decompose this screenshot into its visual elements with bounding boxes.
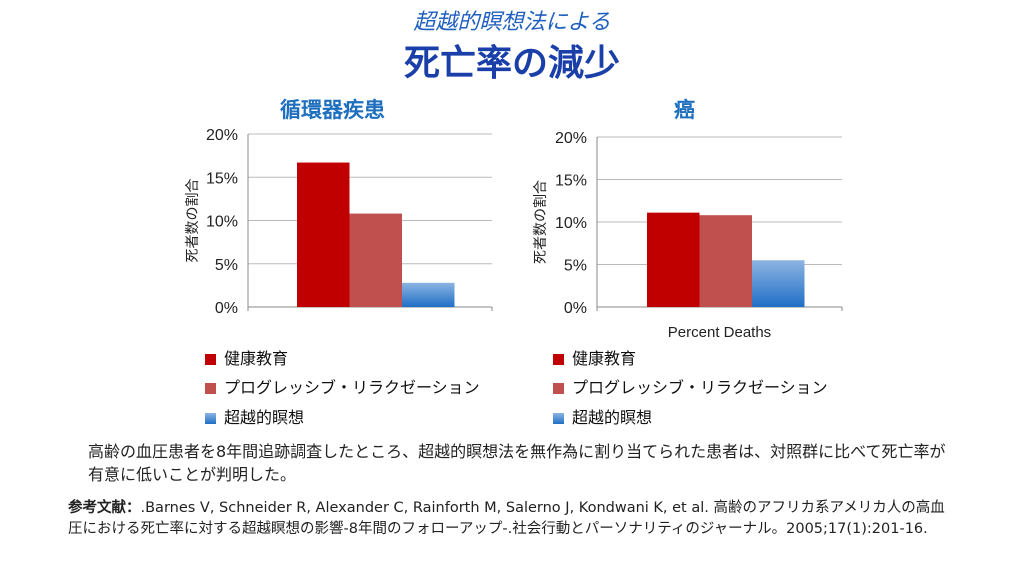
legend-label: 超越的瞑想 (224, 408, 305, 427)
slide-subtitle: 超越的瞑想法による (413, 10, 611, 35)
legend-swatch (553, 383, 564, 394)
y-tick-label: 20% (555, 130, 587, 147)
bar-2 (349, 213, 402, 307)
legend-label: 健康教育 (572, 349, 637, 368)
legend-label: 健康教育 (224, 349, 289, 368)
y-tick-label: 20% (206, 127, 238, 144)
bar-3 (752, 260, 805, 307)
legend-swatch (205, 413, 216, 424)
bar-1 (647, 212, 700, 307)
legend-swatch (553, 413, 564, 424)
x-axis-label: Percent Deaths (668, 324, 771, 341)
legend-swatch (553, 354, 564, 365)
chart-title-cardio: 循環器疾患 (280, 98, 385, 122)
y-tick-label: 5% (564, 258, 587, 275)
chart-title-cancer: 癌 (674, 98, 695, 122)
legend-item-relax-2: プログレッシブ・リラクゼーション (553, 374, 828, 398)
legend-swatch (205, 383, 216, 394)
reference-text: .Barnes V, Schneider R, Alexander C, Rai… (68, 500, 945, 537)
legend-item-health-ed-2: 健康教育 (553, 345, 636, 369)
legend-swatch (205, 354, 216, 365)
summary-text: 高齢の血圧患者を8年間追跡調査したところ、超越的瞑想法を無作為に割り当てられた患… (88, 442, 946, 484)
y-tick-label: 0% (564, 300, 587, 317)
legend-label: プログレッシブ・リラクゼーション (224, 378, 480, 397)
legend-item-health-ed: 健康教育 (205, 345, 288, 369)
y-tick-label: 10% (555, 215, 587, 232)
y-tick-label: 15% (206, 170, 238, 187)
bar-3 (402, 282, 455, 307)
bar-2 (699, 215, 752, 307)
y-tick-label: 5% (215, 257, 238, 274)
y-tick-label: 15% (555, 173, 587, 190)
y-axis-label: 死者数の割合 (184, 179, 201, 263)
bar-1 (297, 162, 350, 307)
legend-label: 超越的瞑想 (572, 408, 653, 427)
reference: 参考文献：.Barnes V, Schneider R, Alexander C… (68, 498, 948, 540)
legend-item-relax: プログレッシブ・リラクゼーション (205, 374, 480, 398)
y-axis-label: 死者数の割合 (532, 180, 549, 264)
legend-item-tm-2: 超越的瞑想 (553, 404, 652, 428)
legend-label: プログレッシブ・リラクゼーション (572, 378, 828, 397)
y-tick-label: 10% (206, 214, 238, 231)
slide-title: 死亡率の減少 (403, 43, 620, 84)
legend-item-tm: 超越的瞑想 (205, 404, 304, 428)
y-tick-label: 0% (215, 300, 238, 317)
reference-label: 参考文献： (68, 500, 141, 516)
